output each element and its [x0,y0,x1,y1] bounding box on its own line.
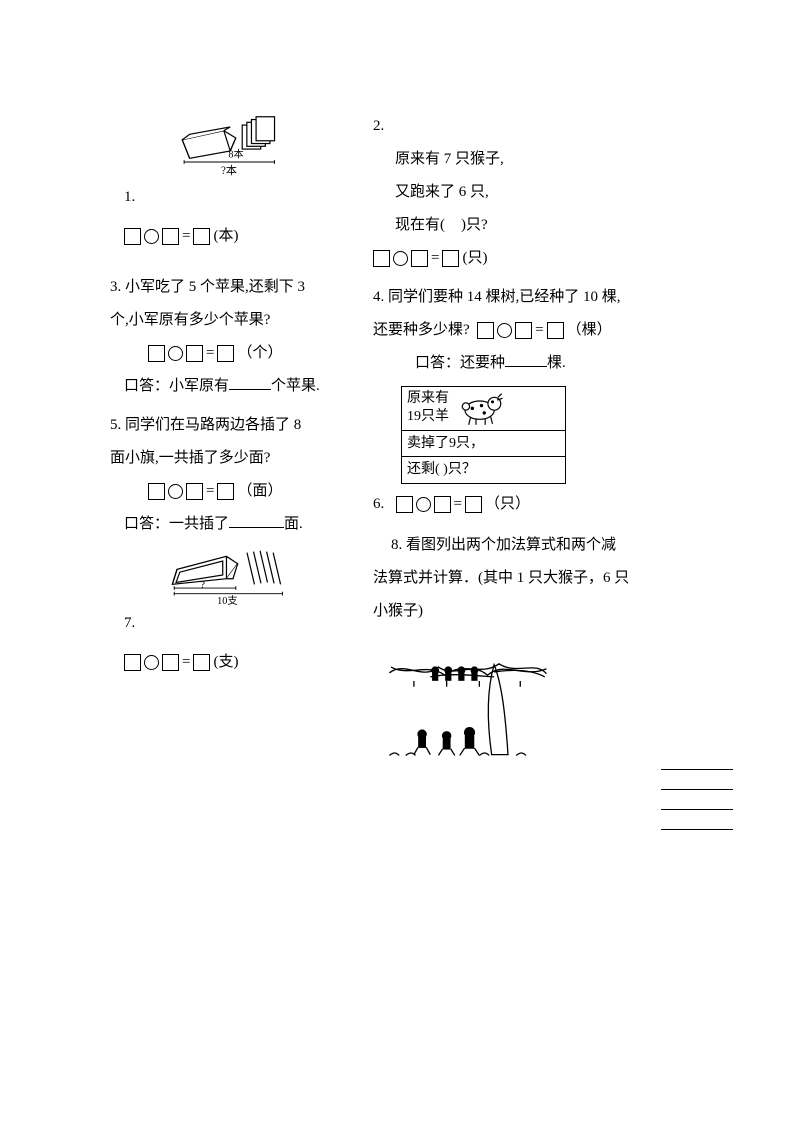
q4-equation: = （棵） [477,314,611,347]
answer-line[interactable] [661,788,733,790]
operator-circle[interactable] [393,251,408,266]
q3-number: 3. [110,279,121,295]
q1-unknown-label: ?本 [221,163,237,177]
q4-text: 同学们要种 14 棵树,已经种了 10 棵, [388,289,621,305]
q7-total-label: 10支 [217,595,238,605]
question-7: ? 10支 7. = (支) [110,547,355,679]
q2-line1: 原来有 7 只猴子, [373,143,703,176]
q4-number: 4. [373,289,384,305]
answer-box[interactable] [124,228,141,245]
answer-box[interactable] [465,496,482,513]
q1-figure: 8本 ?本 [110,114,355,179]
answer-line[interactable] [661,768,733,770]
q2-unit: (只) [462,242,487,275]
q6-unit: （只） [485,488,530,521]
q7-unit: (支) [213,646,238,679]
q2-line3a: 现在有( [395,217,445,233]
answer-box[interactable] [162,228,179,245]
q1-number: 1. [124,189,135,205]
answer-box[interactable] [162,654,179,671]
q8-figure [373,636,703,759]
q1-count-label: 8本 [228,147,243,160]
q8-answer-lines [661,768,733,830]
q4-unit: （棵） [567,314,612,347]
question-1: 8本 ?本 1. = (本) [110,114,355,253]
question-8: 8. 看图列出两个加法算式和两个减 法算式并计算．(其中 1 只大猴子，6 只 … [373,529,703,759]
question-3: 3. 小军吃了 5 个苹果,还剩下 3 个,小军原有多少个苹果? = （个） 口… [110,271,355,403]
q3-equation: = （个） [148,337,282,370]
q1-unit: (本) [213,220,238,253]
answer-box[interactable] [547,322,564,339]
answer-box[interactable] [186,345,203,362]
operator-circle[interactable] [144,229,159,244]
answer-box[interactable] [477,322,494,339]
q7-equation: = (支) [124,646,238,679]
q2-number: 2. [373,118,384,134]
answer-box[interactable] [373,250,390,267]
operator-circle[interactable] [168,484,183,499]
q6-figure-box: 原来有 19只羊 [401,386,566,484]
question-6: 原来有 19只羊 [373,386,703,521]
q8-number: 8. [391,537,402,553]
answer-box[interactable] [148,483,165,500]
answer-line[interactable] [661,828,733,830]
q4-answer-prefix: 口答：还要种 [415,355,505,371]
q5-text2: 面小旗,一共插了多少面? [110,442,355,475]
q7-figure: ? 10支 [110,547,355,605]
q5-equation: = （面） [148,475,282,508]
q4-text2a: 还要种多少棵? [373,322,470,338]
question-5: 5. 同学们在马路两边各插了 8 面小旗,一共插了多少面? = （面） 口答：一… [110,409,355,541]
q2-line3b: )只? [461,217,488,233]
q6-equation: = （只） [396,488,530,521]
answer-box[interactable] [442,250,459,267]
q8-text: 看图列出两个加法算式和两个减 [406,537,616,553]
answer-box[interactable] [124,654,141,671]
answer-box[interactable] [515,322,532,339]
q4-answer-suffix: 棵. [547,355,566,371]
q2-equation: = (只) [373,242,487,275]
q7-unknown-label: ? [200,580,205,591]
operator-circle[interactable] [416,497,431,512]
q5-text: 同学们在马路两边各插了 8 [125,417,301,433]
q5-unit: （面） [237,475,282,508]
sheep-icon [454,390,509,427]
answer-box[interactable] [186,483,203,500]
q6-r1b: 19只羊 [407,408,449,426]
answer-box[interactable] [396,496,413,513]
q2-line2: 又跑来了 6 只, [373,176,703,209]
answer-line[interactable] [661,808,733,810]
operator-circle[interactable] [497,323,512,338]
q6-r1a: 原来有 [407,390,449,408]
answer-box[interactable] [193,654,210,671]
q3-answer-prefix: 口答：小军原有 [124,378,229,394]
q3-unit: （个） [237,337,282,370]
question-4: 4. 同学们要种 14 棵树,已经种了 10 棵, 还要种多少棵? = （棵） … [373,281,703,380]
q3-answer-suffix: 个苹果. [271,378,320,394]
answer-box[interactable] [148,345,165,362]
q3-text: 小军吃了 5 个苹果,还剩下 3 [125,279,305,295]
q6-r2: 卖掉了9只， [402,430,565,457]
q5-answer-prefix: 口答：一共插了 [124,516,229,532]
q3-text2: 个,小军原有多少个苹果? [110,304,355,337]
answer-blank[interactable] [229,375,271,390]
answer-box[interactable] [193,228,210,245]
q1-equation: = (本) [124,220,238,253]
operator-circle[interactable] [168,346,183,361]
q8-text3: 小猴子) [373,595,703,628]
answer-box[interactable] [434,496,451,513]
q6-number: 6. [373,496,384,512]
answer-blank[interactable] [229,513,284,528]
q5-answer-suffix: 面. [284,516,303,532]
q7-number: 7. [124,615,135,631]
q5-number: 5. [110,417,121,433]
answer-box[interactable] [217,483,234,500]
question-2: 2. 原来有 7 只猴子, 又跑来了 6 只, 现在有( )只? = (只) [373,110,703,275]
operator-circle[interactable] [144,655,159,670]
q6-r3: 还剩( )只？ [402,456,565,483]
answer-box[interactable] [217,345,234,362]
answer-blank[interactable] [505,352,547,367]
q8-text2: 法算式并计算．(其中 1 只大猴子，6 只 [373,562,703,595]
answer-box[interactable] [411,250,428,267]
